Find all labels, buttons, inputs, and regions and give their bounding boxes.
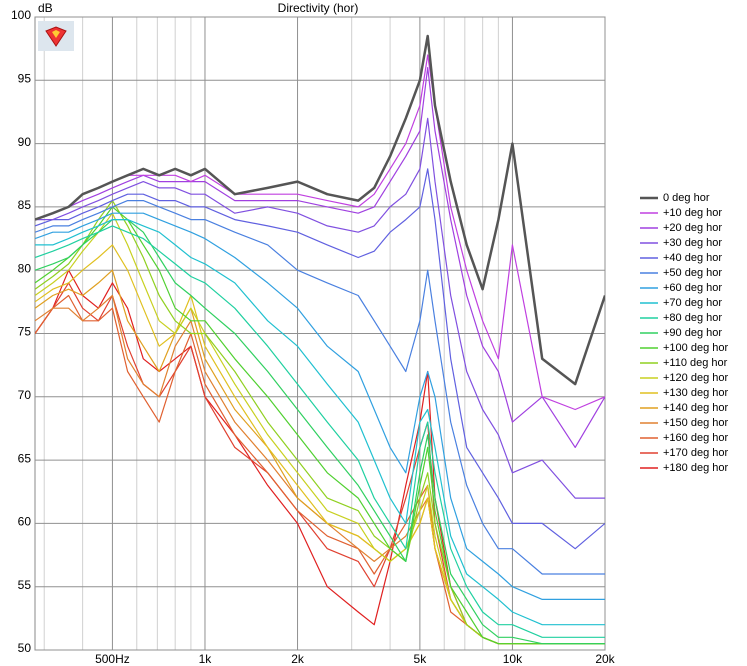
legend-label: +90 deg hor [663, 327, 722, 339]
series-line [35, 117, 605, 499]
legend: 0 deg hor +10 deg hor +20 deg hor +30 deg h… [640, 192, 728, 474]
y-axis-label: dB [38, 1, 53, 15]
legend-label: +20 deg hor [663, 222, 722, 234]
series-line [35, 212, 605, 600]
legend-label: +120 deg hor [663, 372, 728, 384]
legend-label: +10 deg hor [663, 207, 722, 219]
series-line [35, 67, 605, 448]
legend-label: +70 deg hor [663, 297, 722, 309]
legend-label: +160 deg hor [663, 432, 728, 444]
legend-label: +100 deg hor [663, 342, 728, 354]
x-tick-label: 20k [595, 652, 615, 666]
series-line [35, 219, 605, 626]
x-tick-label: 10k [503, 652, 523, 666]
series-line [35, 34, 605, 386]
y-tick-label: 80 [18, 261, 32, 275]
series-line [35, 225, 605, 638]
legend-label: +50 deg hor [663, 267, 722, 279]
logo [38, 21, 74, 51]
x-tick-label: 2k [291, 652, 305, 666]
legend-label: +180 deg hor [663, 462, 728, 474]
y-tick-label: 65 [18, 451, 32, 465]
series-line [35, 200, 605, 575]
y-tick-label: 85 [18, 198, 32, 212]
y-tick-label: 95 [18, 71, 32, 85]
y-tick-label: 50 [18, 641, 32, 655]
x-tick-label: 500Hz [95, 652, 130, 666]
legend-label: +110 deg hor [663, 357, 728, 369]
y-tick-label: 75 [18, 325, 32, 339]
y-tick-label: 90 [18, 135, 32, 149]
legend-label: +40 deg hor [663, 252, 722, 264]
x-tick-label: 1k [199, 652, 213, 666]
axes: 50 55 60 65 70 75 80 85 90 95 100 500Hz 1k 2k 5k 10k 20k [11, 8, 616, 666]
legend-label: +140 deg hor [663, 402, 728, 414]
y-tick-label: 60 [18, 515, 32, 529]
chart-title: Directivity (hor) [278, 1, 359, 15]
legend-label: +30 deg hor [663, 237, 722, 249]
y-tick-label: 55 [18, 578, 32, 592]
series-line [35, 168, 605, 550]
legend-label: 0 deg hor [663, 192, 710, 204]
y-tick-label: 100 [11, 8, 31, 22]
x-tick-label: 5k [414, 652, 428, 666]
legend-label: +150 deg hor [663, 417, 728, 429]
legend-label: +80 deg hor [663, 312, 722, 324]
y-tick-label: 70 [18, 388, 32, 402]
series-lines [35, 34, 605, 645]
legend-label: +130 deg hor [663, 387, 728, 399]
legend-label: +170 deg hor [663, 447, 728, 459]
legend-label: +60 deg hor [663, 282, 722, 294]
